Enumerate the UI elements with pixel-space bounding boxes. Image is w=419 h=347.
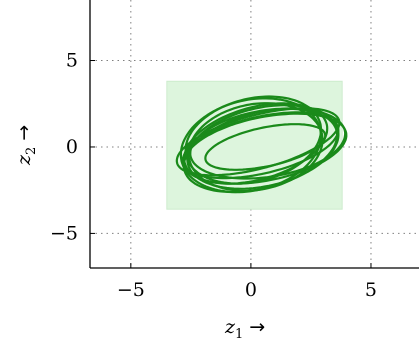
x-axis-label-base: z xyxy=(224,316,236,338)
y-tick-label: 0 xyxy=(66,136,78,158)
feasible-region xyxy=(166,80,343,210)
y-axis-label: z2 → xyxy=(13,125,39,166)
y-tick-label: −5 xyxy=(50,222,78,244)
x-axis-label-sub: 1 xyxy=(235,327,243,342)
axes-layer xyxy=(89,0,419,269)
x-axis-label-arrow: → xyxy=(249,316,265,338)
y-axis-label-arrow: → xyxy=(13,125,35,141)
x-tick-label: 5 xyxy=(365,279,377,301)
orbit-curve xyxy=(187,102,324,192)
y-axis-label-base: z xyxy=(13,154,35,166)
orbit-curve xyxy=(182,107,339,194)
y-tick-label: 5 xyxy=(66,50,78,72)
y-axis-label-sub: 2 xyxy=(24,147,39,155)
x-tick-label: 0 xyxy=(245,279,257,301)
inner-orbit-curve xyxy=(204,123,327,171)
x-tick-label: −5 xyxy=(117,279,145,301)
orbit-curve xyxy=(179,97,322,194)
grid-layer xyxy=(90,0,419,268)
x-axis-label: z1 → xyxy=(224,316,265,342)
tick-labels: −5 0 5 −5 0 5 xyxy=(50,50,377,301)
curve-layer xyxy=(175,95,348,194)
